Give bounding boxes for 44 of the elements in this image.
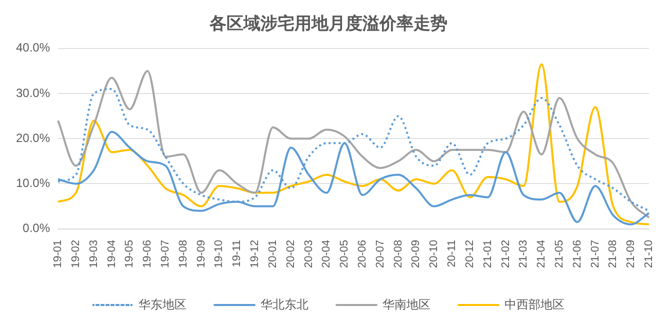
x-tick-label: 19-06 bbox=[142, 240, 154, 268]
x-tick-label: 19-09 bbox=[195, 240, 208, 268]
x-tick-label: 21-10 bbox=[643, 240, 656, 268]
x-tick-label: 20-05 bbox=[338, 240, 351, 268]
x-tick-label: 19-12 bbox=[249, 240, 262, 268]
x-tick-label: 19-01 bbox=[52, 240, 64, 268]
x-tick-label: 20-01 bbox=[266, 240, 279, 268]
x-tick-label: 20-09 bbox=[410, 240, 422, 268]
x-tick-label: 21-03 bbox=[518, 240, 530, 268]
x-tick-label: 20-11 bbox=[446, 240, 458, 268]
x-tick-label: 21-06 bbox=[571, 240, 584, 268]
x-tick-label: 19-11 bbox=[231, 240, 244, 268]
x-tick-label: 20-08 bbox=[392, 240, 404, 268]
x-tick-label: 21-04 bbox=[536, 240, 548, 268]
chart-title: 各区域涉宅用地月度溢价率走势 bbox=[208, 14, 448, 33]
x-tick-label: 19-05 bbox=[124, 240, 136, 268]
y-tick-label: 30.0% bbox=[16, 86, 50, 100]
x-tick-label: 19-10 bbox=[213, 240, 226, 268]
x-tick-label: 20-03 bbox=[302, 240, 315, 268]
x-tick-label: 21-07 bbox=[589, 240, 602, 268]
x-tick-label: 21-09 bbox=[625, 240, 638, 268]
legend-label: 华北东北 bbox=[260, 297, 308, 312]
x-tick-label: 19-03 bbox=[88, 240, 100, 268]
x-tick-label: 20-06 bbox=[356, 240, 368, 268]
legend-label: 中西部地区 bbox=[504, 297, 564, 312]
x-tick-label: 21-01 bbox=[482, 240, 494, 268]
x-tick-label: 21-08 bbox=[607, 240, 620, 268]
x-tick-label: 20-04 bbox=[320, 240, 333, 268]
y-tick-label: 10.0% bbox=[16, 176, 50, 190]
y-tick-label: 40.0% bbox=[16, 40, 50, 55]
x-tick-label: 20-12 bbox=[464, 240, 476, 268]
x-tick-label: 19-08 bbox=[177, 240, 190, 268]
x-tick-label: 20-10 bbox=[428, 240, 440, 268]
y-tick-label: 20.0% bbox=[16, 130, 50, 145]
legend-label: 华南地区 bbox=[382, 297, 430, 312]
legend-label: 华东地区 bbox=[138, 297, 186, 312]
x-tick-label: 21-02 bbox=[500, 240, 512, 268]
x-tick-label: 20-02 bbox=[284, 240, 297, 268]
x-tick-label: 20-07 bbox=[374, 240, 386, 268]
x-tick-label: 19-02 bbox=[70, 240, 82, 268]
x-tick-label: 21-05 bbox=[553, 240, 566, 268]
x-tick-label: 19-07 bbox=[160, 240, 172, 268]
y-tick-label: 0.0% bbox=[22, 221, 50, 236]
x-tick-label: 19-04 bbox=[106, 240, 118, 268]
